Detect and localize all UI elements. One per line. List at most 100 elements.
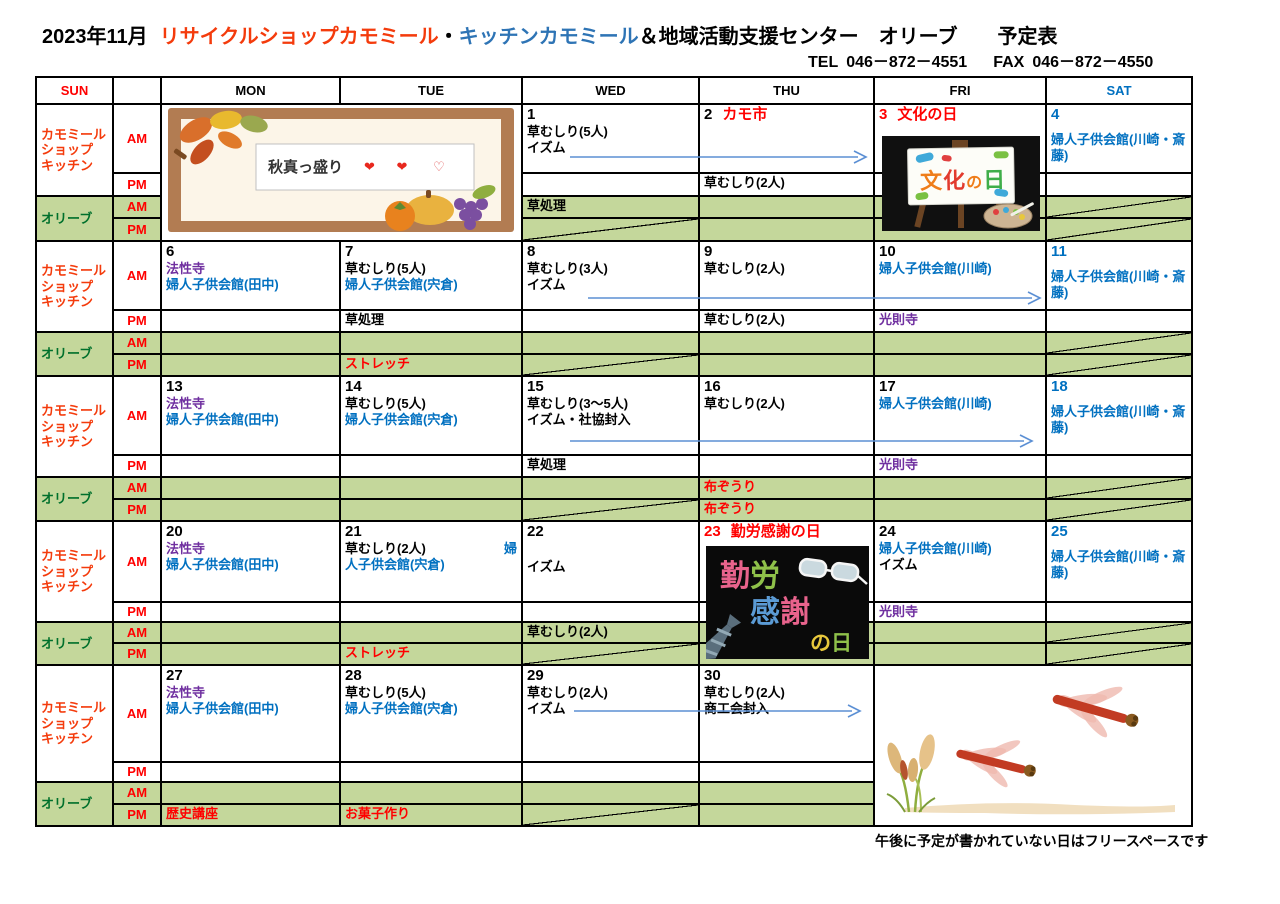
title-shop-name: リサイクルショップカモミール [159,26,439,48]
cell-w1-sat-olive-pm [1047,219,1191,240]
label-shop-w4: カモミール ショップ キッチン [37,522,112,621]
holiday-label: カモ市 [722,106,768,123]
entry: 草むしり(2人) [704,175,785,190]
am-label-w3: AM [114,377,160,454]
day-number: 17 [879,378,896,395]
pampas-grass-icon [886,734,936,813]
day-number: 15 [527,378,544,395]
label-olive-w1: オリーブ [37,197,112,240]
header-fri: FRI [875,78,1045,103]
cell-w5-tue-am: 28 草むしり(5人) 婦人子供会館(宍倉) [341,666,521,761]
entry: 草むしり(5人) [345,261,426,276]
title-date: 2023年11月 [42,26,148,48]
cell-w3-wed-olive-am [523,478,698,498]
day-number: 9 [704,243,713,260]
cell-w5-tue-pm [341,763,521,781]
cell-w4-wed-am: 22 イズム [523,522,698,601]
cell-w2-fri-am: 10 婦人子供会館(川崎) [875,242,1045,309]
day-number: 11 [1051,243,1067,260]
cell-w5-mon-olive-pm: 歴史講座 [162,805,339,825]
entry: 草処理 [527,198,567,213]
label-line: ショップ [41,142,94,158]
label-olive-w5: オリーブ [37,783,112,825]
label-shop-w1: カモミール ショップ キッチン [37,105,112,195]
cell-w4-tue-am: 21 草むしり(2人) 婦 人子供会館(宍倉) [341,522,521,601]
am-label-w4: AM [114,522,160,601]
day-number: 20 [166,523,183,540]
cell-w1-sat-am: 4 婦人子供会館(川崎・斎藤) [1047,105,1191,172]
cell-w1-thu-am: 2 カモ市 [700,105,873,172]
cell-w3-wed-am: 15 草むしり(3～5人) イズム・社協封入 [523,377,698,454]
cell-w2-wed-olive-am [523,333,698,353]
am-label-w5: AM [114,666,160,761]
pm-label-w3: PM [114,456,160,476]
entry: 光則寺 [879,312,919,327]
cell-w2-mon-olive-am [162,333,339,353]
cell-w1-thu-olive-pm [700,219,873,240]
cell-w4-tue-pm [341,603,521,621]
day-number: 23 [704,523,721,540]
title-kitchen-name: キッチンカモミール [458,26,639,48]
label-line: カモミール [41,548,107,564]
day-number: 21 [345,523,362,540]
entry: イズム [527,139,566,155]
cell-w2-sat-olive-pm [1047,355,1191,375]
entry: 婦人子供会館(川崎・斎藤) [1051,132,1186,163]
olive-pm-label-w2: PM [114,355,160,375]
cell-w5-thu-olive-am [700,783,873,803]
entry: 草処理 [345,312,385,327]
cell-w3-tue-pm [341,456,521,476]
cell-w2-mon-olive-pm [162,355,339,375]
dragonfly-icon [956,740,1036,788]
label-line: ショップ [41,278,94,294]
entry: 草むしり(2人) [704,396,785,411]
entry: イズム [527,276,566,292]
entry: 法性寺 [166,396,206,411]
label-olive-w2: オリーブ [37,333,112,375]
cell-w4-fri-pm: 光則寺 [875,603,1045,621]
cell-w3-mon-am: 13 法性寺 婦人子供会館(田中) [162,377,339,454]
day-number: 2 [704,106,713,123]
day-number: 29 [527,667,544,684]
cell-w4-mon-am: 20 法性寺 婦人子供会館(田中) [162,522,339,601]
day-number: 25 [1051,523,1068,540]
entry: 婦 [503,541,517,556]
label-line: キッチン [41,579,94,595]
cell-w3-fri-am: 17 婦人子供会館(川崎) [875,377,1045,454]
label-shop-w5: カモミール ショップ キッチン [37,666,112,781]
label-olive-w4: オリーブ [37,623,112,664]
day-number: 3 [879,106,888,123]
entry: 草むしり(2人) [704,685,785,700]
olive-am-label-w3: AM [114,478,160,498]
label-line: キッチン [41,294,94,310]
culture-day-illustration: 文化の日 [882,136,1040,236]
day-number: 18 [1051,378,1068,395]
cell-w5-wed-olive-am [523,783,698,803]
header-tue: TUE [341,78,521,103]
entry: 草むしり(5人) [345,685,426,700]
cell-w4-fri-olive-pm [875,644,1045,664]
fax-number: 046－872－4550 [1032,54,1154,71]
entry: 草むしり(5人) [527,124,608,139]
page-title: 2023年11月 リサイクルショップカモミール・キッチンカモミール＆地域活動支援セ… [42,20,1057,49]
cell-w2-fri-pm: 光則寺 [875,311,1045,331]
entry: 草むしり(2人) [527,685,608,700]
fax-label: FAX [993,54,1025,71]
entry: ストレッチ [345,645,411,660]
header-sun: SUN [37,78,112,103]
cell-w2-sat-pm [1047,311,1191,331]
entry: 商工会封入 [704,700,770,716]
cell-w2-mon-am: 6 法性寺 婦人子供会館(田中) [162,242,339,309]
header-wed: WED [523,78,698,103]
contact-line: TEL 046－872－4551 FAX 046－872－4550 [808,48,1193,72]
cell-w4-wed-olive-pm [523,644,698,664]
tel-label: TEL [808,54,839,71]
cell-w2-thu-olive-am [700,333,873,353]
cell-w5-wed-am: 29 草むしり(2人) イズム [523,666,698,761]
cell-w5-mon-olive-am [162,783,339,803]
day-number: 13 [166,378,183,395]
cell-w4-sat-olive-pm [1047,644,1191,664]
cell-w2-wed-pm [523,311,698,331]
day-number: 1 [527,106,536,123]
entry: 婦人子供会館(宍倉) [345,411,458,427]
